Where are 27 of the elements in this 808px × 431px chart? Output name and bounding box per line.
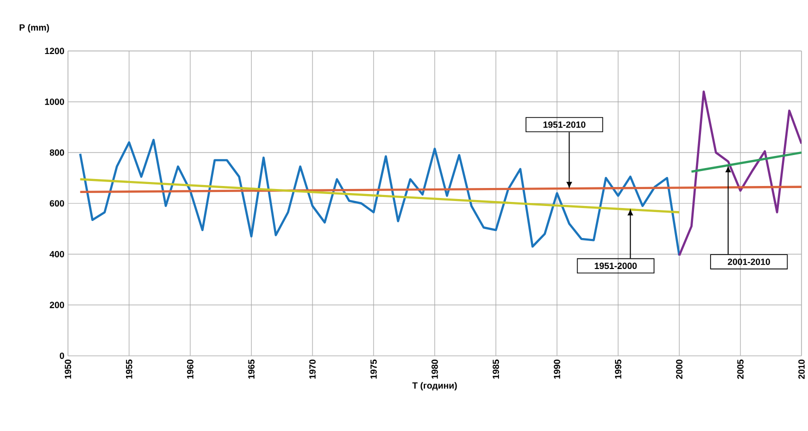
y-axis-title: P (mm) [20, 24, 50, 33]
y-tick-label: 400 [50, 251, 64, 258]
y-tick-label: 800 [50, 150, 64, 156]
line-series [678, 90, 802, 257]
x-tick-label: 1985 [492, 360, 500, 379]
x-tick-label: 1965 [248, 360, 255, 379]
line-series [79, 138, 680, 257]
x-tick-label: 1950 [64, 360, 72, 379]
x-tick-label: 1960 [187, 360, 194, 379]
annotation: 2001-2010 [728, 258, 770, 266]
y-tick-label: 1200 [45, 48, 64, 54]
x-tick-label: 1995 [614, 360, 622, 379]
x-tick-label: 2000 [676, 360, 682, 380]
x-axis-title: T (години) [412, 382, 457, 391]
x-tick-label: 1970 [309, 360, 316, 379]
y-tick-label: 1000 [45, 98, 64, 106]
y-tick-label: 200 [50, 302, 64, 308]
x-tick-label: 1980 [432, 360, 438, 379]
annotation: 1951-2010 [543, 122, 586, 128]
y-tick-label: 0 [60, 352, 64, 360]
x-tick-label: 1990 [554, 360, 560, 379]
x-tick-label: 2005 [737, 360, 744, 380]
x-tick-label: 1955 [126, 360, 132, 379]
y-tick-label: 600 [50, 200, 64, 207]
annotation: 1951-2000 [594, 262, 637, 270]
x-tick-label: 2010 [798, 360, 805, 380]
x-tick-label: 1975 [370, 360, 377, 379]
